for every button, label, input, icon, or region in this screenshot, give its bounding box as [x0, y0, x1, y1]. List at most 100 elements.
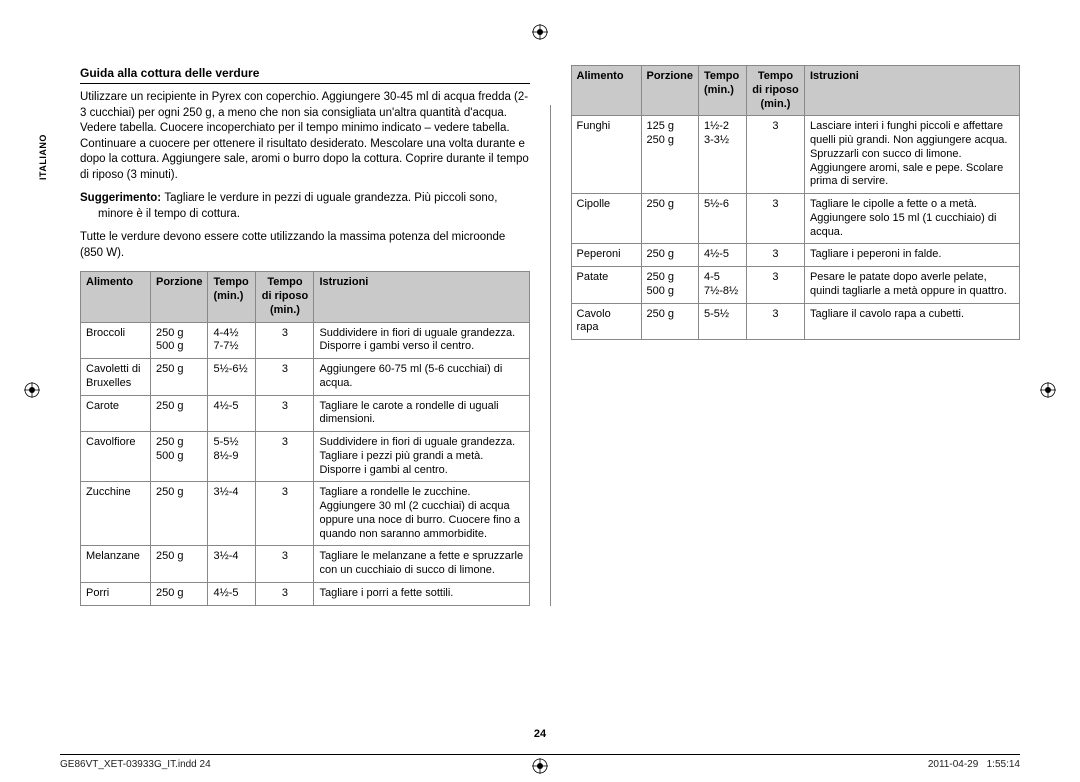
col-porzione: Porzione [641, 66, 698, 116]
col-istruzioni: Istruzioni [804, 66, 1019, 116]
page-number: 24 [0, 728, 1080, 740]
cell-tempo: 4-4½7-7½ [208, 322, 256, 359]
table-row: Porri250 g4½-53Tagliare i porri a fette … [81, 582, 530, 605]
cell-riposo: 3 [746, 194, 804, 244]
cell-tempo: 5-5½8½-9 [208, 432, 256, 482]
cell-porzione: 250 g500 g [151, 322, 208, 359]
cell-istruzioni: Pesare le patate dopo averle pelate, qui… [804, 267, 1019, 304]
cell-istruzioni: Tagliare i peperoni in falde. [804, 244, 1019, 267]
cell-riposo: 3 [256, 322, 314, 359]
cell-tempo: 4½-5 [208, 395, 256, 432]
cell-porzione: 250 g [641, 303, 698, 340]
table-row: Cavoletti di Bruxelles250 g5½-6½3Aggiung… [81, 359, 530, 396]
crop-mark-icon [532, 24, 548, 40]
table-row: Melanzane250 g3½-43Tagliare le melanzane… [81, 546, 530, 583]
cell-tempo: 4½-5 [698, 244, 746, 267]
cell-alimento: Cavoletti di Bruxelles [81, 359, 151, 396]
cell-istruzioni: Aggiungere 60-75 ml (5-6 cucchiai) di ac… [314, 359, 529, 396]
cell-porzione: 250 g [151, 482, 208, 546]
cell-alimento: Funghi [571, 116, 641, 194]
hint-label: Suggerimento: [80, 192, 161, 204]
table-row: Cipolle250 g5½-63Tagliare le cipolle a f… [571, 194, 1020, 244]
col-tempo: Tempo (min.) [208, 272, 256, 322]
col-porzione: Porzione [151, 272, 208, 322]
col-istruzioni: Istruzioni [314, 272, 529, 322]
cell-porzione: 250 g [641, 194, 698, 244]
cell-porzione: 250 g [151, 359, 208, 396]
table-row: Cavolo rapa250 g5-5½3Tagliare il cavolo … [571, 303, 1020, 340]
cell-riposo: 3 [256, 582, 314, 605]
cell-tempo: 4-57½-8½ [698, 267, 746, 304]
table-row: Peperoni250 g4½-53Tagliare i peperoni in… [571, 244, 1020, 267]
cell-riposo: 3 [746, 303, 804, 340]
col-tempo: Tempo (min.) [698, 66, 746, 116]
cell-alimento: Cavolo rapa [571, 303, 641, 340]
table-row: Broccoli250 g500 g4-4½7-7½3Suddividere i… [81, 322, 530, 359]
cell-istruzioni: Suddividere in fiori di uguale grandezza… [314, 322, 529, 359]
cell-tempo: 5½-6½ [208, 359, 256, 396]
cell-alimento: Melanzane [81, 546, 151, 583]
cell-riposo: 3 [256, 395, 314, 432]
cell-istruzioni: Suddividere in fiori di uguale grandezza… [314, 432, 529, 482]
cell-porzione: 125 g250 g [641, 116, 698, 194]
table-row: Cavolfiore250 g500 g5-5½8½-93Suddividere… [81, 432, 530, 482]
cell-istruzioni: Tagliare le melanzane a fette e spruzzar… [314, 546, 529, 583]
col-riposo: Tempo di riposo (min.) [256, 272, 314, 322]
cell-alimento: Porri [81, 582, 151, 605]
table-header-row: Alimento Porzione Tempo (min.) Tempo di … [571, 66, 1020, 116]
cell-tempo: 1½-23-3½ [698, 116, 746, 194]
column-divider [550, 105, 551, 606]
print-footer: GE86VT_XET-03933G_IT.indd 24 2011-04-29 … [60, 754, 1020, 770]
cell-alimento: Zucchine [81, 482, 151, 546]
language-tab: ITALIANO [38, 134, 48, 180]
left-column: Guida alla cottura delle verdure Utilizz… [80, 65, 530, 606]
footer-time: 1:55:14 [987, 759, 1020, 770]
section-heading: Guida alla cottura delle verdure [80, 65, 530, 84]
cell-tempo: 5-5½ [698, 303, 746, 340]
cell-riposo: 3 [746, 267, 804, 304]
cell-alimento: Carote [81, 395, 151, 432]
footer-date: 2011-04-29 [928, 759, 978, 770]
crop-mark-icon [24, 382, 40, 398]
col-alimento: Alimento [571, 66, 641, 116]
table-row: Carote250 g4½-53Tagliare le carote a ron… [81, 395, 530, 432]
cell-alimento: Cavolfiore [81, 432, 151, 482]
cell-riposo: 3 [256, 482, 314, 546]
cell-riposo: 3 [746, 116, 804, 194]
cell-riposo: 3 [746, 244, 804, 267]
cell-istruzioni: Lasciare interi i funghi piccoli e affet… [804, 116, 1019, 194]
table-header-row: Alimento Porzione Tempo (min.) Tempo di … [81, 272, 530, 322]
table-row: Funghi125 g250 g1½-23-3½3Lasciare interi… [571, 116, 1020, 194]
cell-alimento: Cipolle [571, 194, 641, 244]
cell-istruzioni: Tagliare le carote a rondelle di uguali … [314, 395, 529, 432]
table-row: Patate250 g500 g4-57½-8½3Pesare le patat… [571, 267, 1020, 304]
hint-text: Suggerimento: Tagliare le verdure in pez… [80, 191, 530, 222]
cell-porzione: 250 g [641, 244, 698, 267]
col-alimento: Alimento [81, 272, 151, 322]
vegetable-table-left: Alimento Porzione Tempo (min.) Tempo di … [80, 271, 530, 605]
col-riposo: Tempo di riposo (min.) [746, 66, 804, 116]
cell-tempo: 3½-4 [208, 546, 256, 583]
table-row: Zucchine250 g3½-43Tagliare a rondelle le… [81, 482, 530, 546]
cell-tempo: 4½-5 [208, 582, 256, 605]
crop-mark-icon [1040, 382, 1056, 398]
cell-istruzioni: Tagliare a rondelle le zucchine. Aggiung… [314, 482, 529, 546]
cell-alimento: Patate [571, 267, 641, 304]
cell-alimento: Peperoni [571, 244, 641, 267]
cell-riposo: 3 [256, 546, 314, 583]
page-body: Guida alla cottura delle verdure Utilizz… [80, 65, 1020, 606]
cell-riposo: 3 [256, 359, 314, 396]
footer-filename: GE86VT_XET-03933G_IT.indd 24 [60, 759, 211, 770]
cell-alimento: Broccoli [81, 322, 151, 359]
cell-tempo: 3½-4 [208, 482, 256, 546]
cell-riposo: 3 [256, 432, 314, 482]
vegetable-table-right: Alimento Porzione Tempo (min.) Tempo di … [571, 65, 1021, 340]
cell-istruzioni: Tagliare i porri a fette sottili. [314, 582, 529, 605]
cell-porzione: 250 g [151, 395, 208, 432]
right-column: Alimento Porzione Tempo (min.) Tempo di … [571, 65, 1021, 606]
cell-istruzioni: Tagliare il cavolo rapa a cubetti. [804, 303, 1019, 340]
cell-istruzioni: Tagliare le cipolle a fette o a metà. Ag… [804, 194, 1019, 244]
cell-porzione: 250 g [151, 582, 208, 605]
intro-text: Utilizzare un recipiente in Pyrex con co… [80, 90, 530, 183]
cell-tempo: 5½-6 [698, 194, 746, 244]
